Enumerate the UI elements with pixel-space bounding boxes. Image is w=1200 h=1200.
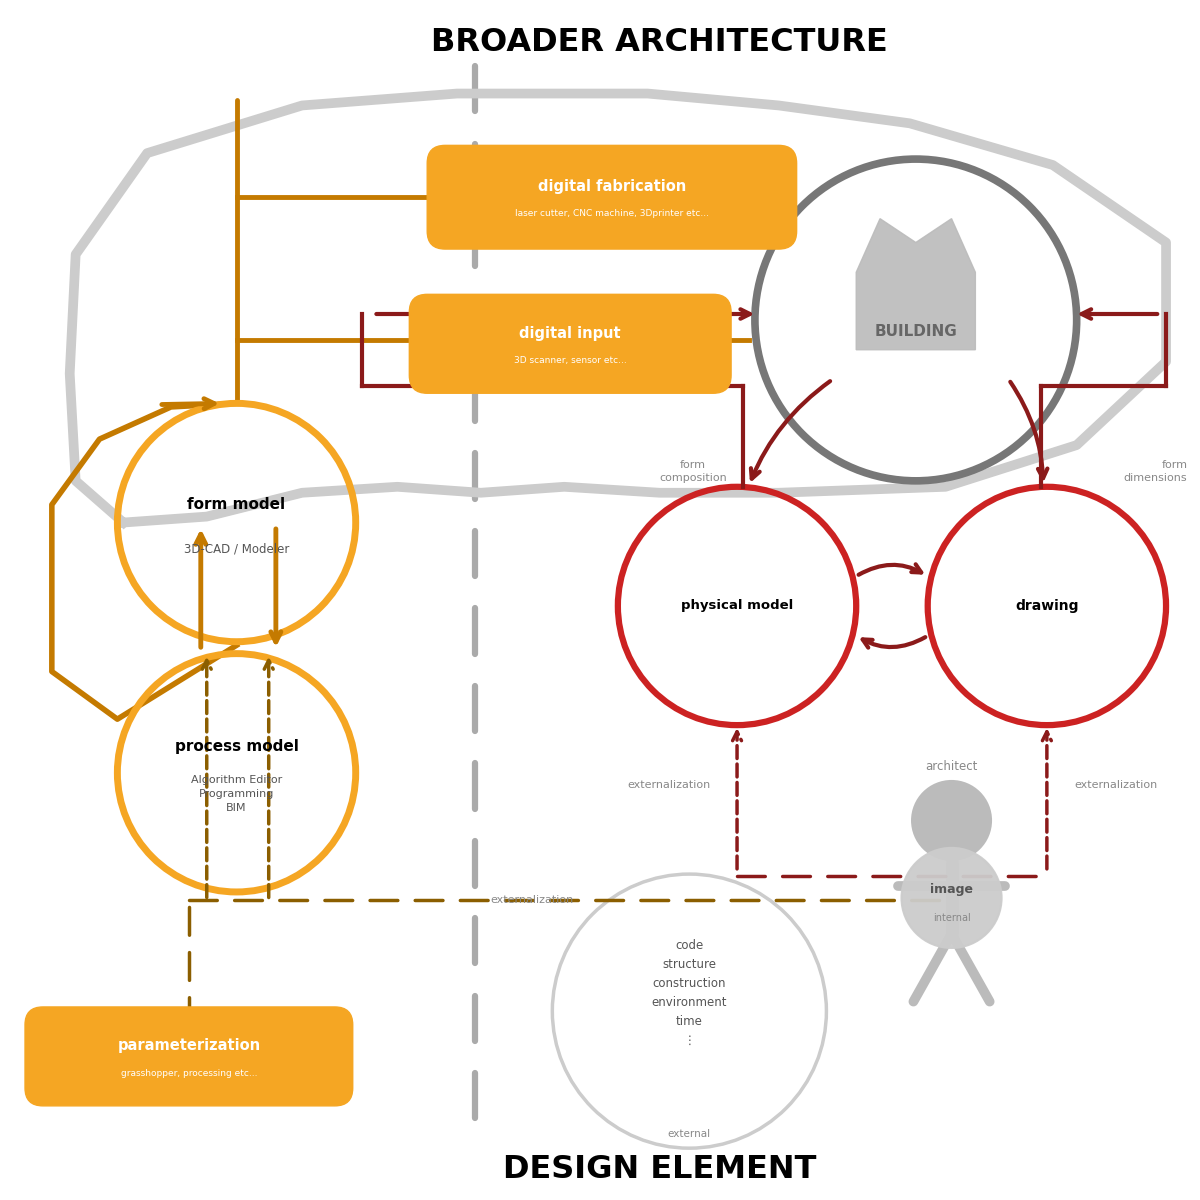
Circle shape	[901, 848, 1002, 948]
Text: drawing: drawing	[1015, 599, 1079, 613]
Text: digital input: digital input	[520, 325, 622, 341]
Text: code
structure
construction
environment
time
⋮: code structure construction environment …	[652, 940, 727, 1048]
Text: parameterization: parameterization	[118, 1038, 260, 1054]
Text: digital fabrication: digital fabrication	[538, 179, 686, 194]
Text: laser cutter, CNC machine, 3Dprinter etc...: laser cutter, CNC machine, 3Dprinter etc…	[515, 210, 709, 218]
Text: BROADER ARCHITECTURE: BROADER ARCHITECTURE	[431, 26, 888, 58]
FancyBboxPatch shape	[25, 1007, 353, 1106]
Text: process model: process model	[175, 739, 299, 754]
Text: externalization: externalization	[1074, 780, 1158, 790]
Text: external: external	[668, 1129, 710, 1139]
Polygon shape	[857, 218, 976, 349]
Text: form
dimensions: form dimensions	[1124, 460, 1188, 482]
Text: architect: architect	[925, 761, 978, 773]
Text: Algorithm Editor
Programming
BIM: Algorithm Editor Programming BIM	[191, 775, 282, 814]
Text: externalization: externalization	[491, 895, 574, 905]
Text: BUILDING: BUILDING	[875, 324, 958, 340]
FancyBboxPatch shape	[409, 294, 731, 394]
Text: form model: form model	[187, 497, 286, 512]
Text: internal: internal	[932, 913, 971, 923]
FancyBboxPatch shape	[427, 145, 797, 250]
Text: DESIGN ELEMENT: DESIGN ELEMENT	[503, 1154, 816, 1186]
Text: grasshopper, processing etc...: grasshopper, processing etc...	[121, 1068, 257, 1078]
Text: 3D scanner, sensor etc...: 3D scanner, sensor etc...	[514, 356, 626, 365]
Text: 3D-CAD / Modeler: 3D-CAD / Modeler	[184, 542, 289, 556]
Text: form
composition: form composition	[659, 460, 727, 482]
Text: physical model: physical model	[680, 600, 793, 612]
Circle shape	[911, 780, 992, 860]
Text: externalization: externalization	[628, 780, 710, 790]
Text: image: image	[930, 883, 973, 896]
